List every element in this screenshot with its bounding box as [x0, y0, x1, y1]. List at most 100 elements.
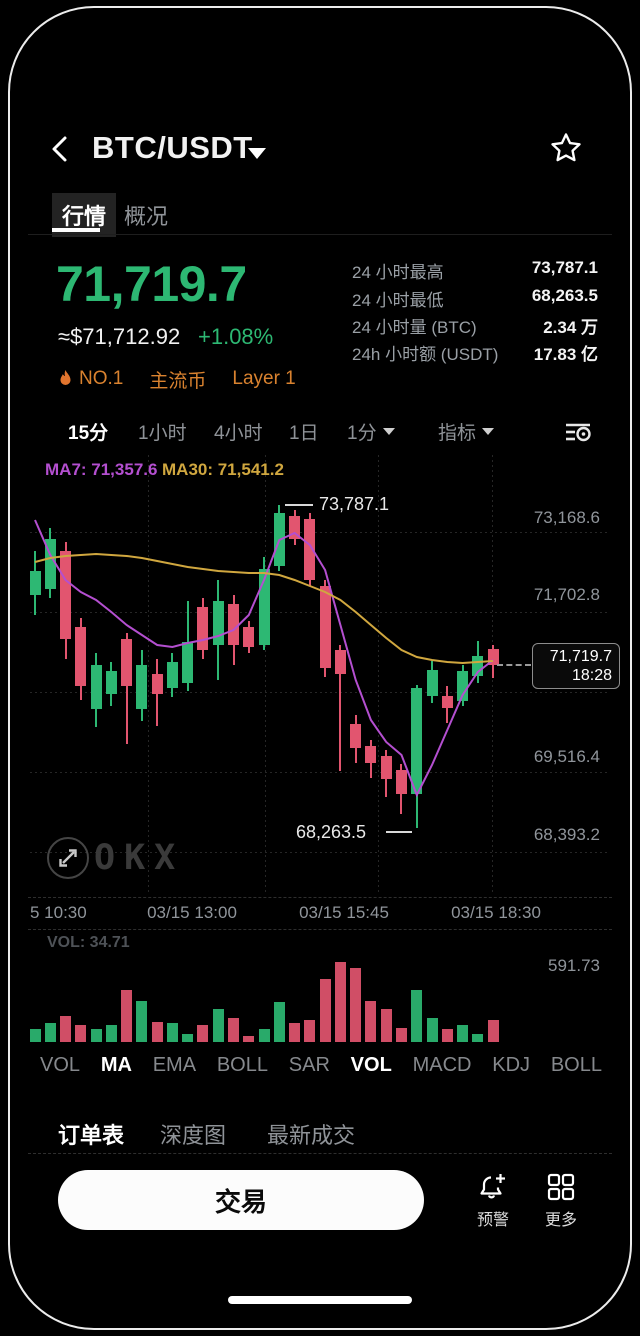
stat-value: 73,787.1: [531, 258, 598, 277]
volume-bar: [60, 1016, 72, 1042]
current-price-box[interactable]: 71,719.7 18:28: [532, 643, 620, 690]
indicator-tab-vol-main[interactable]: VOL: [40, 1054, 81, 1076]
volume-bar: [273, 1001, 285, 1042]
volume-bar: [212, 1008, 224, 1042]
candle-wick: [446, 686, 449, 723]
candle-wick: [140, 650, 143, 721]
gridline-vertical: [148, 455, 149, 895]
gridline-horizontal: [30, 772, 610, 773]
candle: [197, 606, 209, 651]
volume-axis-max: 591.73: [548, 956, 600, 975]
volume-bar: [395, 1027, 407, 1042]
indicator-tab-boll[interactable]: BOLL: [216, 1054, 268, 1076]
indicator-tab-kdj[interactable]: KDJ: [492, 1054, 531, 1076]
volume-bar: [289, 1023, 301, 1042]
candle-wick: [201, 597, 204, 660]
volume-bar: [151, 1021, 163, 1042]
chart-settings-icon[interactable]: [564, 420, 592, 444]
candle: [166, 662, 178, 689]
yaxis-label: 69,516.4: [533, 747, 600, 766]
alert-label: 预警: [476, 1212, 509, 1229]
gridline-horizontal: [30, 612, 610, 613]
stat-value: 68,263.5: [531, 286, 598, 305]
candle: [243, 627, 255, 648]
volume-pane-divider: [28, 929, 612, 930]
indicator-tab-sar[interactable]: SAR: [288, 1054, 330, 1076]
indicator-tab-boll-sub[interactable]: BOLL: [550, 1054, 602, 1076]
stat-value: 17.83 亿: [533, 345, 598, 364]
volume-bar: [457, 1025, 469, 1042]
trade-button[interactable]: 交易: [58, 1170, 424, 1230]
badge-rank[interactable]: NO.1: [79, 368, 124, 389]
okx-watermark-logo: OKX: [94, 838, 185, 878]
candle-wick: [461, 665, 464, 706]
candle: [472, 656, 484, 677]
alert-button[interactable]: 预警: [461, 1172, 525, 1230]
tab-order-book[interactable]: 订单表: [58, 1123, 125, 1148]
timeframe-1h[interactable]: 1小时: [138, 423, 187, 444]
candle-wick: [385, 749, 388, 797]
xaxis-label: 03/15 13:00: [147, 903, 237, 922]
candle: [182, 641, 194, 683]
timeframe-1m-dropdown[interactable]: 1分: [347, 418, 395, 445]
candle: [90, 665, 102, 709]
candle: [151, 673, 163, 695]
candle-wick: [64, 542, 67, 660]
xaxis-label: 03/15 15:45: [299, 903, 389, 922]
timeframe-1d[interactable]: 1日: [289, 423, 319, 444]
low-marker-dash: [386, 831, 412, 833]
bottom-tabs-divider: [28, 1153, 612, 1154]
gridline-horizontal: [30, 532, 610, 533]
candle-wick: [278, 505, 281, 572]
favorite-star-icon[interactable]: [549, 131, 583, 165]
bell-plus-icon: [477, 1172, 509, 1202]
indicator-dropdown[interactable]: 指标: [438, 418, 495, 445]
timeframe-15m[interactable]: 15分: [68, 423, 109, 444]
candle: [228, 603, 239, 645]
candle-wick: [247, 621, 250, 654]
yaxis-label: 73,168.6: [533, 508, 600, 527]
volume-bar: [334, 962, 346, 1042]
candle: [411, 687, 423, 795]
pair-dropdown-caret-icon[interactable]: [248, 148, 266, 159]
xaxis-label: 5 10:30: [30, 903, 87, 922]
chevron-down-icon: [482, 428, 495, 435]
candle-wick: [431, 661, 434, 704]
stat-row-volume-btc: 24 小时量 (BTC) 2.34 万: [352, 313, 598, 338]
volume-bar: [29, 1028, 41, 1042]
stat-label: 24 小时量 (BTC): [352, 318, 477, 337]
candle-wick: [186, 600, 189, 692]
candle: [29, 571, 41, 595]
more-button[interactable]: 更多: [529, 1172, 593, 1230]
low-marker-label: 68,263.5: [296, 822, 367, 842]
high-marker-dash: [285, 504, 313, 506]
stat-label: 24 小时最低: [352, 291, 444, 310]
volume-bar: [258, 1028, 270, 1042]
tab-depth-chart[interactable]: 深度图: [160, 1123, 227, 1148]
current-price-line: [497, 664, 531, 667]
timeframe-4h[interactable]: 4小时: [214, 423, 263, 444]
tab-overview[interactable]: 概况: [124, 204, 169, 229]
candle: [136, 665, 148, 709]
stat-label: 24 小时最高: [352, 263, 444, 282]
pair-title[interactable]: BTC/USDT: [92, 130, 253, 165]
indicator-tab-ma[interactable]: MA: [100, 1054, 132, 1076]
back-icon[interactable]: [48, 134, 72, 164]
indicator-tab-macd[interactable]: MACD: [412, 1054, 472, 1076]
tab-latest-trades[interactable]: 最新成交: [267, 1123, 356, 1148]
candle: [258, 568, 270, 645]
badge-layer1[interactable]: Layer 1: [232, 368, 296, 389]
indicator-tab-vol-sub[interactable]: VOL: [350, 1054, 392, 1076]
candle-wick: [369, 739, 372, 778]
trade-button-label: 交易: [214, 1186, 267, 1217]
volume-bar: [411, 989, 423, 1042]
ma7-legend: MA7: 71,357.6: [45, 460, 158, 479]
indicator-tab-ema[interactable]: EMA: [152, 1054, 197, 1076]
badge-mainstream[interactable]: 主流币: [149, 370, 207, 392]
ma30-legend: MA30: 71,541.2: [162, 460, 284, 479]
fullscreen-expand-icon[interactable]: [47, 837, 89, 879]
candle-wick: [324, 580, 327, 677]
candle: [121, 638, 133, 686]
candle: [60, 551, 72, 639]
current-price-time: 18:28: [571, 667, 612, 685]
